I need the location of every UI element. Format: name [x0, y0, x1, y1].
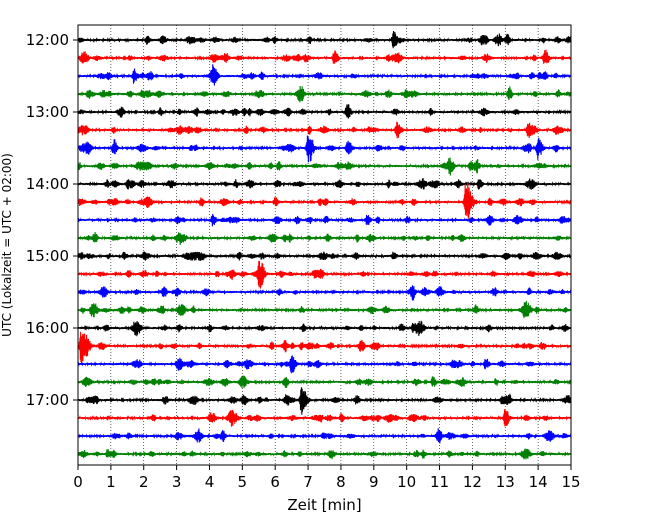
trace-line [77, 104, 572, 119]
x-tick-label: 11 [430, 473, 449, 491]
trace-series [77, 30, 572, 460]
trace-line [77, 30, 572, 49]
x-tick-label: 9 [369, 473, 379, 491]
trace-line [77, 213, 572, 227]
x-tick-label: 1 [106, 473, 116, 491]
trace-line [77, 85, 572, 103]
trace-line [77, 409, 572, 427]
y-tick-label: 17:00 [26, 391, 69, 409]
x-tick-label: 7 [303, 473, 313, 491]
trace-line [77, 260, 572, 289]
trace-line [77, 428, 572, 444]
trace-line [77, 448, 572, 460]
x-tick-label: 10 [397, 473, 416, 491]
trace-line [77, 355, 572, 374]
trace-line [77, 387, 572, 415]
x-tick-label: 15 [561, 473, 580, 491]
vertical-gridlines [110, 25, 539, 465]
y-tick-label: 16:00 [26, 319, 69, 337]
trace-line [77, 121, 572, 139]
x-tick-label: 2 [139, 473, 149, 491]
trace-line [77, 182, 572, 219]
y-tick-label: 14:00 [26, 175, 69, 193]
x-tick-label: 13 [496, 473, 515, 491]
trace-line [77, 231, 572, 245]
trace-line [77, 178, 572, 190]
x-tick-label: 0 [73, 473, 83, 491]
trace-line [77, 135, 572, 163]
trace-line [77, 285, 572, 301]
trace-line [77, 157, 572, 176]
x-tick-label: 4 [205, 473, 215, 491]
x-tick-label: 14 [529, 473, 548, 491]
x-tick-label: 5 [238, 473, 248, 491]
x-tick-label: 6 [270, 473, 280, 491]
trace-line [77, 251, 572, 261]
trace-line [77, 375, 572, 389]
trace-line [77, 64, 572, 86]
trace-line [77, 49, 572, 64]
x-tick-label: 12 [463, 473, 482, 491]
y-axis-ticks: 12:00 13:00 14:00 15:00 16:00 17:00 [26, 31, 78, 409]
y-tick-label: 13:00 [26, 103, 69, 121]
y-tick-label: 12:00 [26, 31, 69, 49]
y-tick-label: 15:00 [26, 247, 69, 265]
trace-line [77, 331, 572, 366]
x-axis-label: Zeit [min] [287, 496, 361, 514]
plot-frame [77, 24, 572, 466]
x-tick-label: 8 [336, 473, 346, 491]
x-axis-ticks: 0 1 2 3 4 5 6 7 8 9 10 11 12 13 14 15 [73, 465, 581, 491]
y-axis-label: UTC (Lokalzeit = UTC + 02:00) [0, 153, 14, 337]
trace-line [77, 300, 572, 319]
trace-line [77, 320, 572, 337]
x-tick-label: 3 [172, 473, 182, 491]
